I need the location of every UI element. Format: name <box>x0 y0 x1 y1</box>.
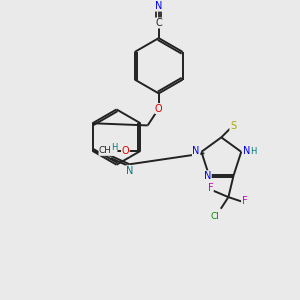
Text: F: F <box>242 196 247 206</box>
Text: F: F <box>208 183 213 194</box>
Text: H: H <box>111 143 117 152</box>
Text: O: O <box>155 103 163 113</box>
Text: N: N <box>126 166 133 176</box>
Text: N: N <box>193 146 200 156</box>
Text: N: N <box>204 171 211 181</box>
Text: H: H <box>250 147 257 156</box>
Text: Cl: Cl <box>211 212 219 221</box>
Text: N: N <box>243 146 250 156</box>
Text: CH₃: CH₃ <box>99 146 116 155</box>
Text: N: N <box>155 1 162 11</box>
Text: O: O <box>122 146 129 156</box>
Text: S: S <box>230 121 236 131</box>
Text: C: C <box>155 18 162 28</box>
